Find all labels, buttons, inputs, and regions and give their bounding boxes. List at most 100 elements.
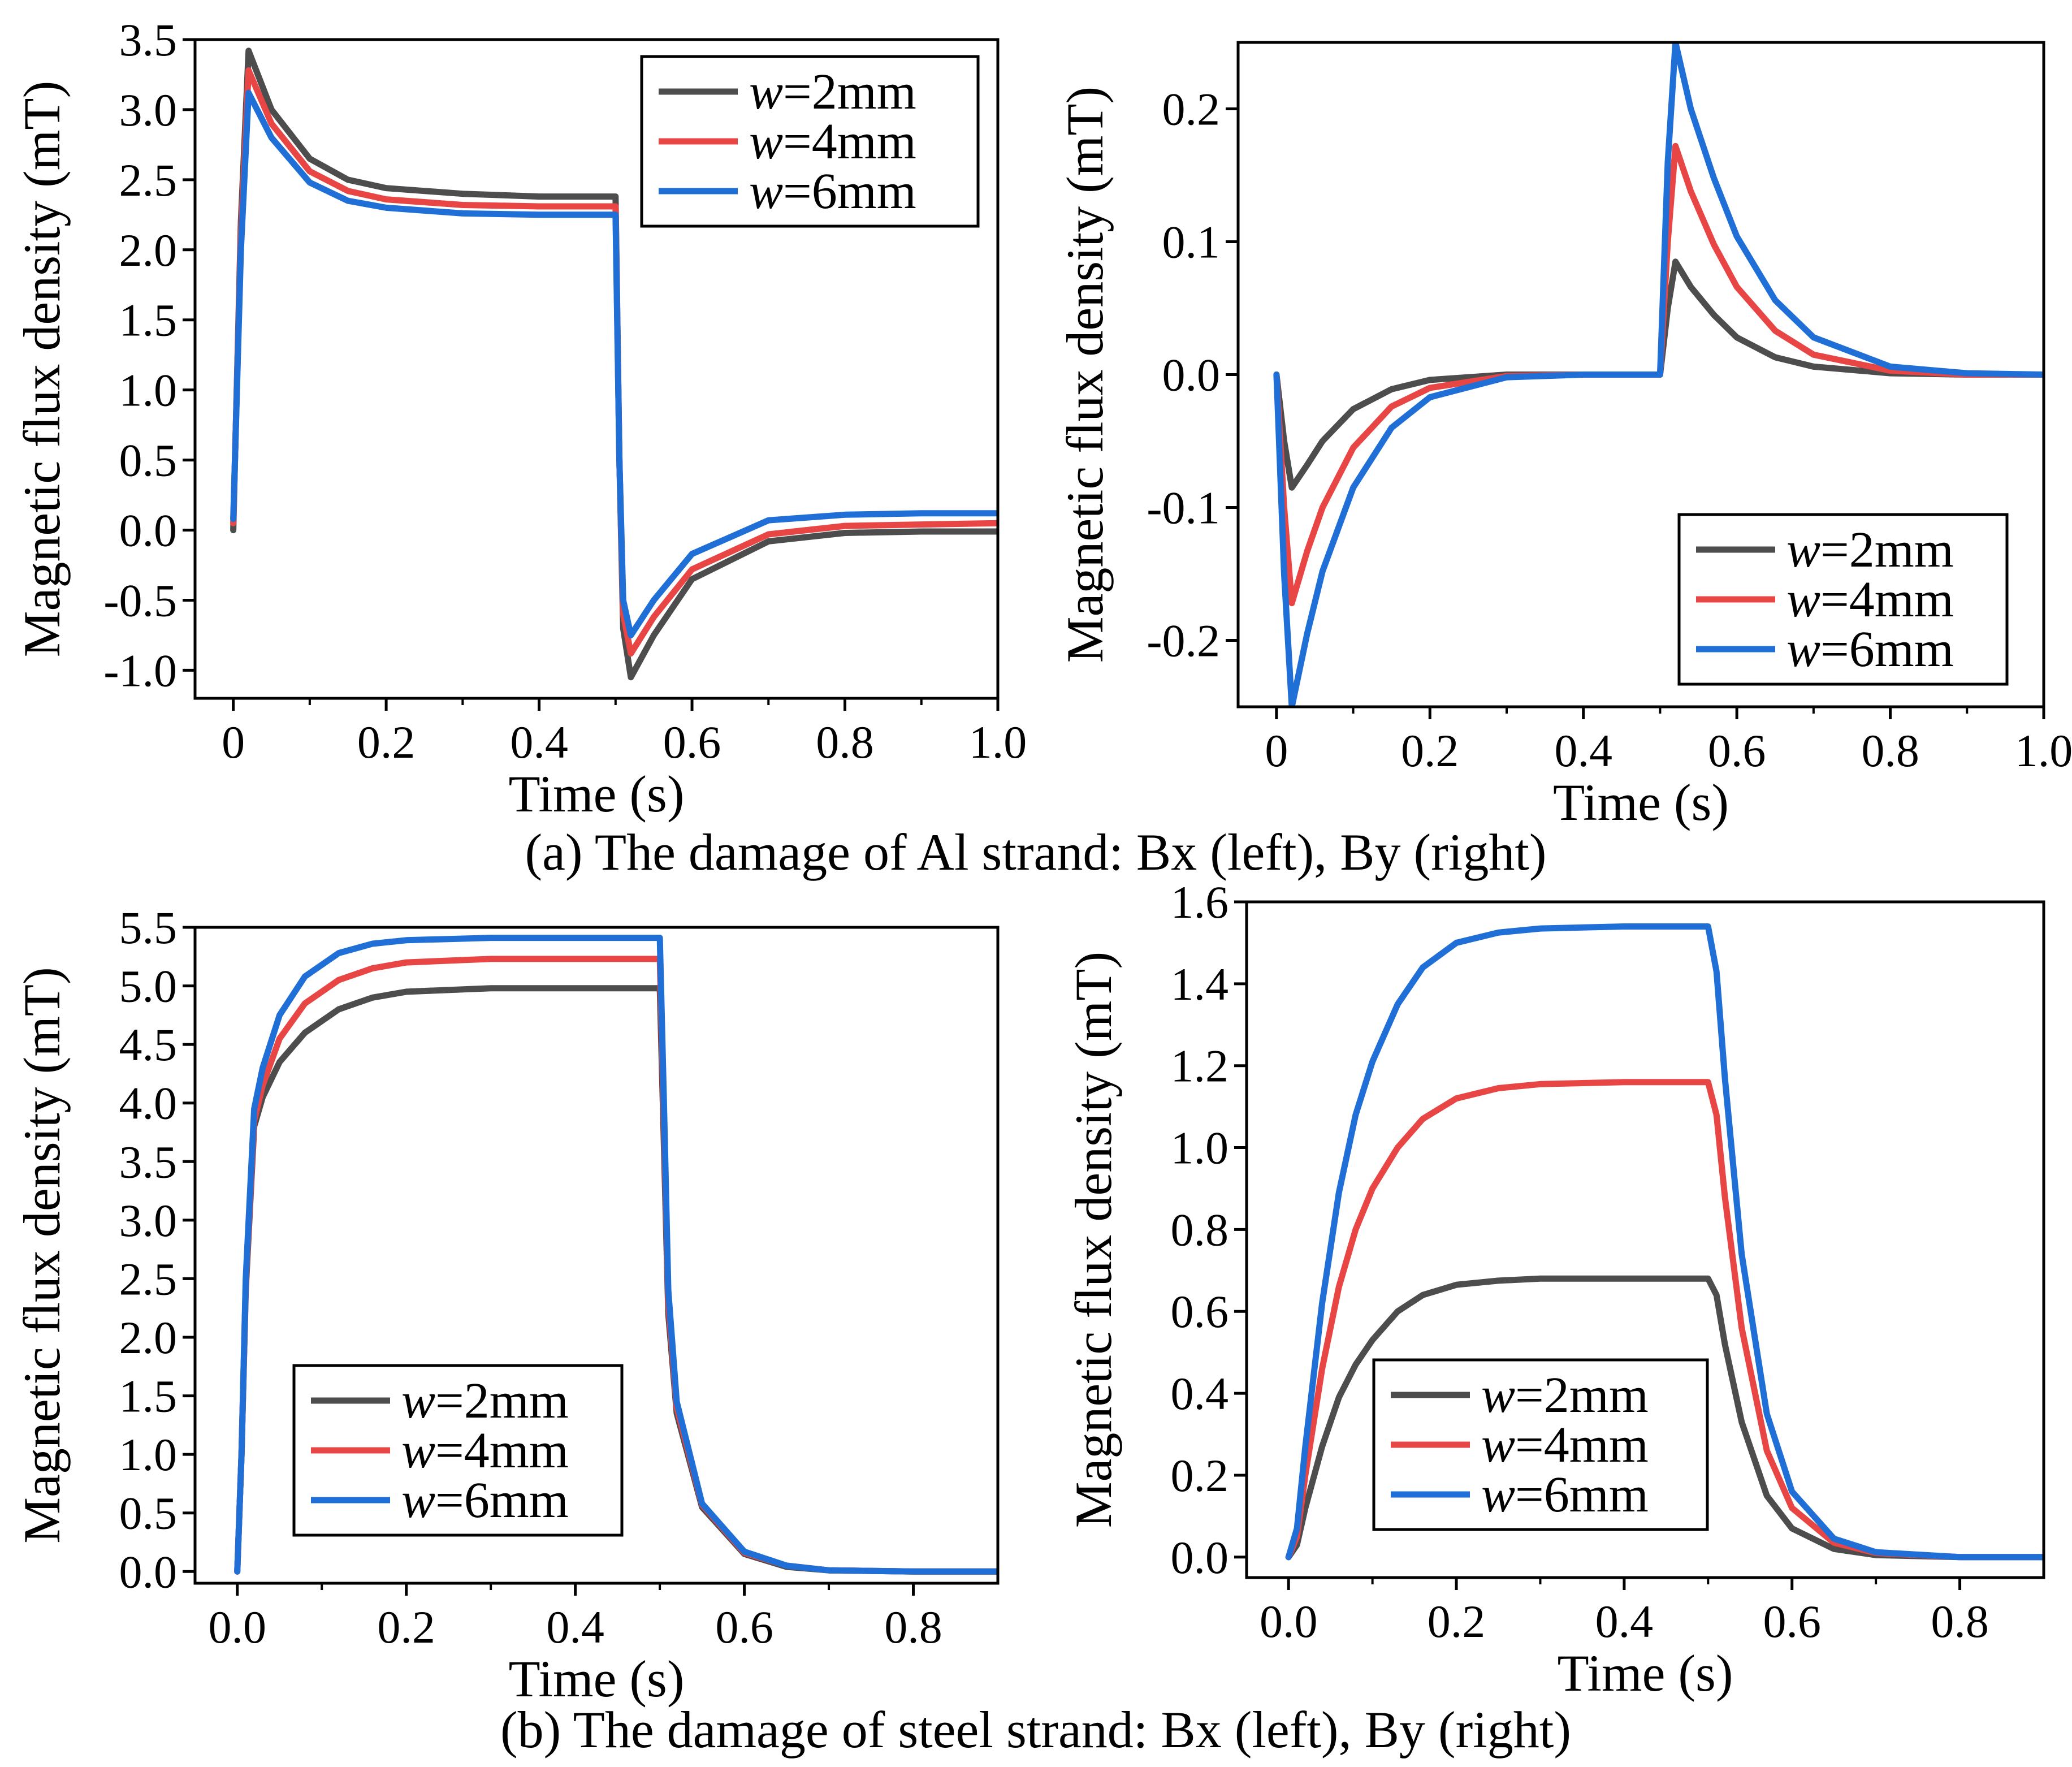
x-tick-label: 0.8 [884,1601,942,1653]
y-tick-label: 1.2 [1171,1040,1229,1092]
x-axis-title: Time (s) [509,1650,685,1708]
y-tick-label: 0.0 [119,505,178,556]
x-tick-label: 0.4 [1595,1596,1654,1647]
y-tick-label: 1.0 [1171,1122,1229,1174]
y-tick-label: 1.0 [119,365,178,416]
plot-frame [193,38,1000,700]
y-tick-label: 3.0 [119,84,178,136]
x-tick-label: 0 [222,716,245,768]
y-axis-title: Magnetic flux density (mT) [13,967,71,1543]
series-line-w=6mm [1273,42,2044,707]
plot-frame [1245,900,2045,1579]
caption-b: (b) The damage of steel strand: Bx (left… [500,1701,1571,1759]
y-axis-title: Magnetic flux density (mT) [1065,952,1122,1528]
x-tick-label: 0.2 [357,716,416,768]
legend-label: w=4mm [749,114,916,170]
x-tick-label: 0.4 [510,716,568,768]
plot-frame [193,926,1000,1585]
y-tick-label: -0.5 [103,574,177,626]
series-line-w=4mm [1285,1079,2044,1561]
y-tick-label: 1.5 [119,295,178,346]
y-tick-label: 0.0 [119,1546,178,1597]
caption-a: (a) The damage of Al strand: Bx (left), … [525,823,1546,881]
legend-label: w=2mm [401,1373,569,1429]
y-tick-label: 1.6 [1171,876,1229,928]
x-tick-label: 0.2 [1401,725,1459,776]
x-tick-label: 1.0 [2015,725,2072,776]
y-tick-label: 5.5 [119,902,178,953]
y-axis-title: Magnetic flux density (mT) [1056,87,1114,663]
y-tick-label: 0.4 [1171,1368,1229,1419]
series-line-w=6mm [1285,923,2044,1561]
y-tick-label: 3.0 [119,1195,178,1246]
y-tick-label: 1.5 [119,1371,178,1422]
x-tick-label: 1.0 [969,716,1027,768]
y-tick-label: 2.0 [119,1312,178,1363]
legend-label: w=2mm [1481,1367,1649,1423]
y-tick-label: -0.1 [1147,482,1220,534]
y-tick-label: 0.8 [1171,1204,1229,1255]
y-tick-label: -0.2 [1147,615,1220,667]
chart-b-right: 0.0 0.2 0.4 0.6 0.8 0.0 0.2 0.4 0.6 0.8 1.0 1.2 1.4 1… [1065,876,2045,1702]
y-tick-label: 0.2 [1162,84,1221,135]
y-tick-label: 0.6 [1171,1286,1229,1337]
chart-a-left: 0 0.2 0.4 0.6 0.8 1.0 -1.0 -0.5 0.0 0.5 1.0 1.5 2.0 2… [13,14,1027,823]
chart-a-right: 0 0.2 0.4 0.6 0.8 1.0 -0.2 -0.1 0.0 0.1 0.2 Time (s… [1056,41,2072,831]
y-tick-label: 0.0 [1171,1532,1229,1583]
x-tick-label: 0.0 [1260,1596,1318,1647]
series-line-w=4mm [230,67,998,657]
x-tick-label: 0.6 [1708,725,1766,776]
x-tick-label: 0.6 [1763,1596,1821,1647]
y-tick-label: 0.2 [1171,1450,1229,1501]
legend-label: w=6mm [401,1472,569,1528]
legend-label: w=2mm [749,64,916,120]
x-axis-title: Time (s) [1558,1644,1733,1702]
x-axis-title: Time (s) [1553,774,1729,831]
series-line-w=6mm [234,935,998,1575]
y-tick-label: 0.1 [1162,217,1221,268]
y-tick-label: 3.5 [119,1136,178,1187]
x-tick-label: 0.0 [208,1601,266,1653]
chart-b-left: 0.0 0.2 0.4 0.6 0.8 0.0 0.5 1.0 1.5 2.0 2.5 3.0 3.5 4… [13,902,1000,1708]
x-tick-label: 0.4 [546,1601,604,1653]
y-tick-label: 2.5 [119,1253,178,1304]
legend-label: w=2mm [1786,522,1954,578]
x-tick-label: 0.8 [816,716,874,768]
y-tick-label: 0.5 [119,435,178,486]
y-tick-label: 5.0 [119,961,178,1012]
x-tick-label: 0.2 [1428,1596,1486,1647]
y-tick-label: 0.0 [1162,349,1221,401]
series-line-w=2mm [230,47,998,681]
y-tick-label: 3.5 [119,14,178,66]
legend-label: w=4mm [401,1423,569,1479]
legend-label: w=6mm [749,163,916,219]
x-tick-label: 0.2 [377,1601,435,1653]
y-tick-label: 1.0 [119,1429,178,1480]
y-tick-label: 4.5 [119,1019,178,1070]
y-tick-label: 0.5 [119,1488,178,1539]
series-line-w=6mm [230,89,998,638]
y-tick-label: 2.0 [119,224,178,276]
y-tick-label: 4.0 [119,1078,178,1129]
legend-label: w=4mm [1786,572,1954,628]
x-tick-label: 0.6 [663,716,721,768]
series-line-w=2mm [1285,1275,2044,1561]
x-tick-label: 0 [1265,725,1288,776]
y-tick-label: 2.5 [119,154,178,206]
y-axis-title: Magnetic flux density (mT) [13,81,71,657]
legend-label: w=6mm [1481,1467,1649,1523]
x-tick-label: 0.4 [1554,725,1612,776]
legend-label: w=4mm [1481,1417,1649,1473]
legend-label: w=6mm [1786,621,1954,677]
x-tick-label: 0.8 [1931,1596,1989,1647]
y-tick-label: 1.4 [1171,958,1229,1010]
x-tick-label: 0.6 [715,1601,773,1653]
y-tick-label: -1.0 [103,645,177,696]
x-axis-title: Time (s) [509,765,685,823]
